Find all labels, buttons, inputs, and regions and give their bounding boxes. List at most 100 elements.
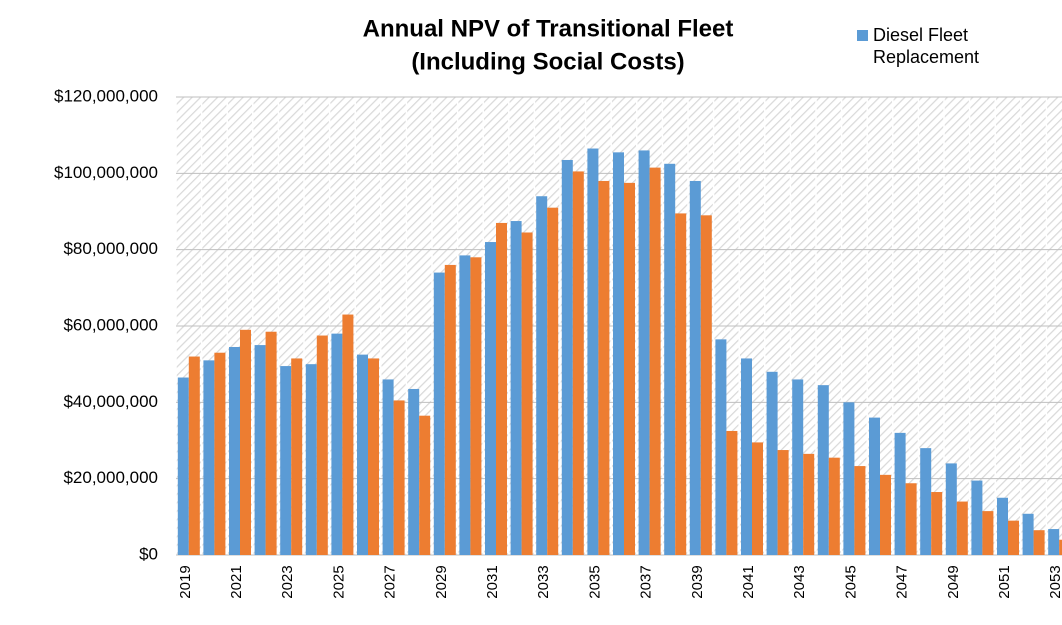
bar (280, 366, 292, 555)
bar (177, 377, 189, 555)
x-tick-label: 2029 (433, 565, 450, 598)
bar (368, 358, 379, 555)
bar (357, 354, 368, 555)
bar (766, 371, 778, 555)
x-tick-label: 2039 (689, 565, 706, 598)
bar (920, 448, 932, 555)
bar (777, 450, 789, 555)
bar (572, 171, 584, 556)
bar (664, 163, 676, 555)
chart-title: Annual NPV of Transitional Fleet (363, 15, 734, 42)
bar (587, 148, 599, 555)
bar (931, 492, 943, 555)
bar (331, 333, 343, 555)
x-tick-label: 2031 (484, 565, 501, 598)
bar (444, 264, 456, 555)
bar (496, 222, 507, 555)
x-tick-label: 2041 (740, 565, 757, 598)
bar (598, 180, 610, 555)
bar (316, 335, 328, 555)
bar (817, 385, 829, 555)
y-tick-label: $120,000,000 (54, 86, 158, 105)
y-tick-label: $20,000,000 (63, 468, 158, 487)
x-tick-label: 2043 (791, 565, 808, 598)
bar (854, 466, 866, 555)
bar (624, 182, 635, 555)
bar (971, 480, 983, 555)
bar (1033, 530, 1045, 555)
x-tick-label: 2035 (586, 565, 603, 598)
bar (1048, 529, 1060, 555)
bar (792, 379, 804, 555)
x-tick-label: 2049 (945, 565, 962, 598)
bar (214, 352, 226, 555)
bar (393, 400, 405, 555)
bar (894, 432, 906, 555)
y-tick-label: $40,000,000 (63, 392, 158, 411)
bar (1008, 520, 1019, 555)
bar (715, 339, 727, 555)
x-tick-label: 2019 (177, 565, 194, 598)
x-tick-label: 2045 (842, 565, 859, 598)
y-tick-label: $80,000,000 (63, 239, 158, 258)
bar (1059, 539, 1062, 555)
bar (741, 358, 752, 555)
bar (470, 257, 482, 555)
bar (510, 221, 522, 555)
bar (408, 388, 420, 555)
bar (982, 511, 994, 555)
legend-swatch (857, 30, 868, 41)
x-tick-label: 2037 (638, 565, 655, 598)
bar (638, 150, 650, 555)
bar (382, 379, 394, 555)
x-tick-label: 2047 (894, 565, 911, 598)
bar (945, 463, 957, 555)
bar (240, 329, 251, 555)
x-tick-label: 2025 (330, 565, 347, 598)
bar (700, 215, 712, 556)
x-tick-label: 2053 (1047, 565, 1062, 598)
x-tick-label: 2051 (996, 565, 1013, 598)
bar (305, 364, 317, 555)
bar (547, 207, 559, 555)
bar (905, 483, 917, 555)
bar (613, 152, 624, 555)
x-tick-label: 2033 (535, 565, 552, 598)
bar (203, 360, 215, 555)
bar (265, 331, 277, 555)
bar (843, 402, 855, 555)
bar (956, 501, 968, 555)
bar (419, 415, 431, 555)
x-tick-label: 2023 (279, 565, 296, 598)
bar (997, 497, 1008, 555)
bar (752, 442, 763, 555)
bar (459, 255, 471, 555)
y-tick-label: $60,000,000 (63, 315, 158, 334)
bar (342, 314, 354, 555)
y-tick-label: $0 (139, 544, 158, 563)
legend: Diesel Fleet Replacement (857, 24, 1007, 68)
bar (291, 358, 303, 555)
bar (880, 474, 891, 555)
bar (1022, 513, 1034, 555)
bar (869, 417, 880, 555)
bar (536, 196, 548, 555)
bar (726, 430, 738, 555)
x-tick-label: 2027 (382, 565, 399, 598)
bar (649, 167, 661, 555)
bar (689, 180, 701, 555)
y-tick-label: $100,000,000 (54, 163, 158, 182)
bar (188, 356, 200, 555)
bar (675, 213, 687, 556)
legend-label: Diesel Fleet Replacement (873, 25, 980, 67)
bar (521, 232, 533, 555)
bar (803, 453, 815, 555)
bar (828, 457, 840, 555)
bar (561, 159, 573, 555)
x-tick-label: 2021 (228, 565, 245, 598)
bar (433, 272, 445, 555)
bar (254, 345, 266, 555)
bar (485, 242, 496, 556)
